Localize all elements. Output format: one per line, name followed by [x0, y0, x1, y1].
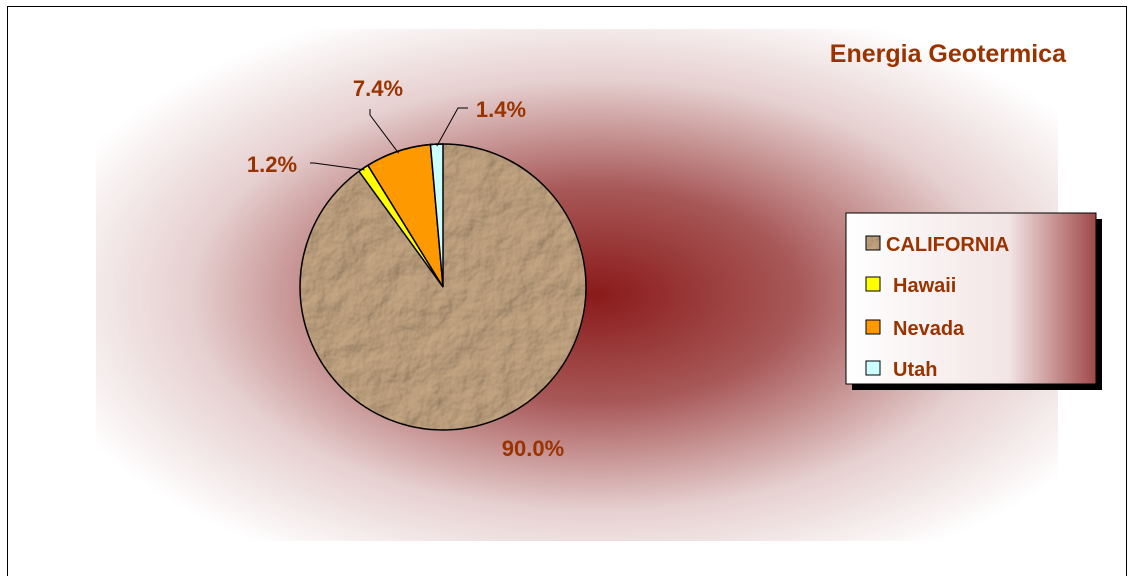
- pie-chart: Energia Geotermica 90.0% 1.2% 7.4% 1.4% CAL…: [96, 29, 1102, 541]
- leader-line-hawaii: [310, 162, 365, 171]
- legend-swatch-california: [865, 235, 881, 251]
- legend-swatch-utah: [865, 360, 881, 376]
- legend-label-utah: Utah: [893, 359, 937, 381]
- leader-lines: [310, 107, 468, 171]
- legend-swatch-hawaii: [865, 276, 881, 292]
- legend-label-hawaii: Hawaii: [893, 275, 956, 297]
- data-label-california: 90.0%: [502, 436, 564, 461]
- pie-outline: [299, 143, 587, 431]
- legend: CALIFORNIA Hawaii Nevada Utah: [845, 212, 1102, 390]
- leader-line-nevada: [369, 109, 399, 154]
- data-label-utah: 1.4%: [476, 97, 526, 122]
- leader-line-utah: [436, 107, 468, 147]
- chart-frame: Energia Geotermica 90.0% 1.2% 7.4% 1.4% CAL…: [7, 6, 1127, 576]
- data-label-nevada: 7.4%: [353, 76, 403, 101]
- legend-label-nevada: Nevada: [893, 318, 965, 340]
- legend-swatch-nevada: [865, 319, 881, 335]
- legend-label-california: CALIFORNIA: [886, 234, 1009, 256]
- data-label-hawaii: 1.2%: [247, 152, 297, 177]
- pie-slices: [299, 143, 587, 431]
- legend-swatch-border: [865, 235, 881, 251]
- data-labels: 90.0% 1.2% 7.4% 1.4%: [247, 76, 564, 461]
- legend-box: [845, 212, 1097, 385]
- chart-title: Energia Geotermica: [830, 40, 1067, 68]
